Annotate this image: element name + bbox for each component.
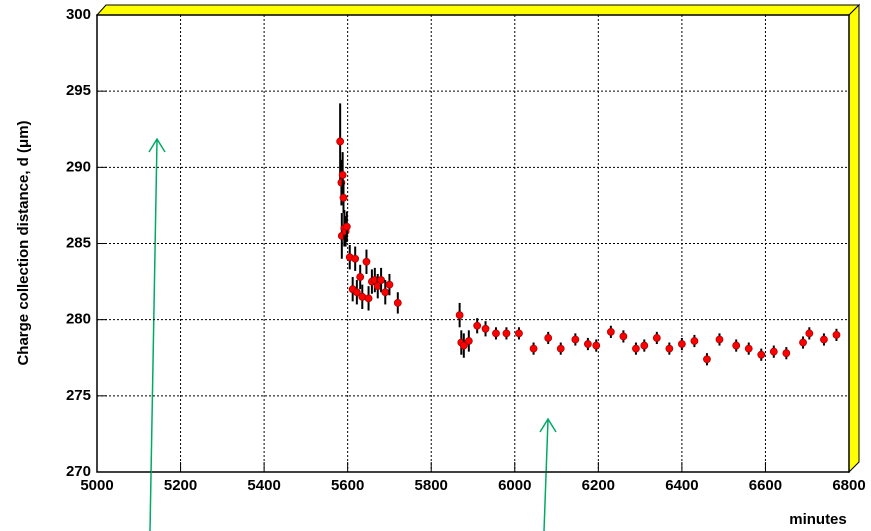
- y-axis-label: Charge collection distance, d (μm): [15, 120, 32, 365]
- y-tick-label: 270: [66, 463, 91, 480]
- x-tick-label: 6400: [665, 477, 698, 494]
- data-point: [459, 341, 468, 350]
- data-point: [362, 257, 371, 266]
- y-tick-label: 300: [66, 6, 91, 23]
- data-point: [632, 344, 640, 353]
- data-point: [583, 340, 592, 348]
- data-point: [832, 330, 841, 339]
- data-point: [757, 350, 766, 359]
- y-tick-label: 275: [66, 387, 91, 404]
- x-tick-label: 5200: [164, 477, 197, 494]
- data-point: [544, 334, 553, 342]
- x-tick-label: 6800: [832, 477, 865, 494]
- data-point: [715, 335, 724, 344]
- data-point: [820, 335, 828, 344]
- data-point: [342, 222, 351, 231]
- annotation-arrows: [148, 137, 557, 531]
- data-point: [352, 288, 361, 297]
- x-tick-label: 5000: [80, 477, 113, 494]
- x-tick-label: 6600: [749, 477, 782, 494]
- data-point: [619, 332, 628, 341]
- data-point: [703, 355, 711, 364]
- data-point: [393, 299, 402, 307]
- frame-top: [95, 4, 861, 16]
- data-point: [381, 288, 390, 297]
- data-point: [515, 329, 523, 338]
- data-point: [556, 344, 565, 353]
- x-tick-label: 6000: [498, 477, 531, 494]
- data-point: [339, 193, 348, 202]
- y-tick-label: 280: [66, 311, 91, 328]
- data-point: [652, 334, 661, 342]
- data-point: [473, 321, 482, 330]
- x-tick-label: 5400: [247, 477, 280, 494]
- y-tick-label: 285: [66, 234, 91, 251]
- data-point: [769, 347, 778, 356]
- data-point: [782, 349, 791, 358]
- data-point: [351, 254, 360, 263]
- x-axis-label: minutes: [789, 511, 847, 528]
- data-point: [358, 292, 367, 301]
- data-point: [690, 337, 699, 345]
- data-point: [385, 280, 394, 289]
- data-point: [592, 341, 601, 350]
- data-point: [338, 171, 347, 179]
- x-tick-label: 5800: [415, 477, 448, 494]
- data-point: [529, 344, 538, 353]
- data-point: [377, 276, 385, 284]
- x-tick-label: 5600: [331, 477, 364, 494]
- data-point: [356, 273, 365, 281]
- data-point: [677, 340, 686, 348]
- data-point: [606, 327, 615, 336]
- data-point: [744, 344, 753, 353]
- data-point: [805, 329, 814, 338]
- y-tick-label: 290: [66, 158, 91, 175]
- x-tick-label: 6200: [582, 477, 615, 494]
- data-point: [336, 137, 345, 146]
- data-point: [799, 338, 807, 347]
- data-point: [640, 341, 649, 350]
- data-point: [732, 341, 741, 350]
- y-tick-label: 295: [66, 82, 91, 99]
- data-point: [464, 337, 473, 345]
- data-point: [455, 311, 464, 319]
- frame-right: [848, 3, 860, 474]
- data-point: [492, 329, 500, 338]
- data-point: [364, 294, 373, 303]
- data-point: [571, 335, 580, 344]
- data-point: [481, 324, 490, 333]
- data-point: [502, 329, 511, 338]
- data-point: [665, 344, 674, 353]
